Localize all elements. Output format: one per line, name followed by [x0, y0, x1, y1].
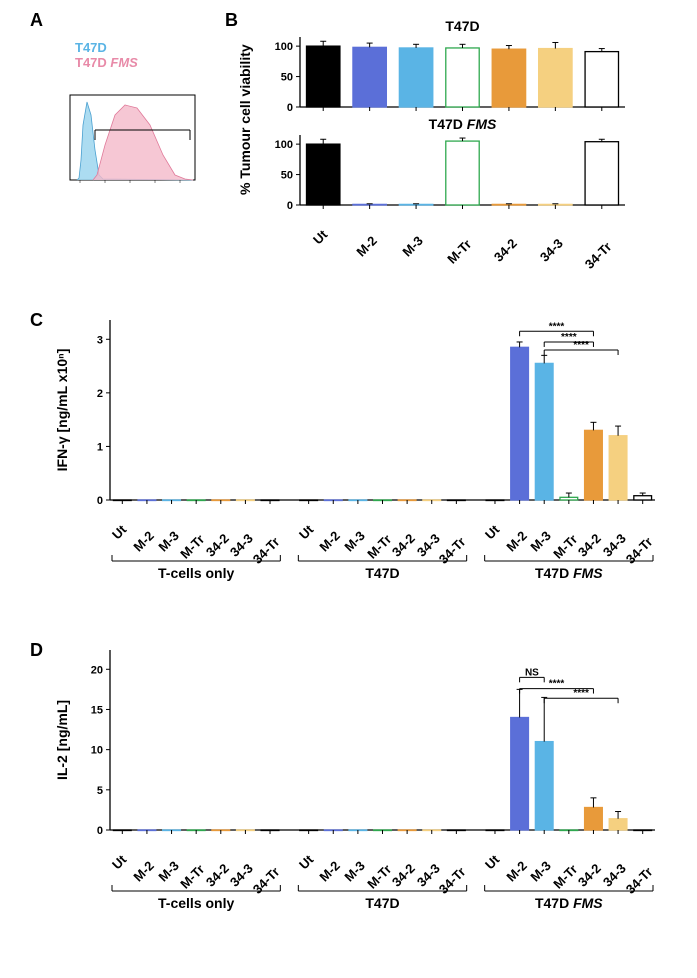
x-tick: 34-3: [556, 217, 585, 246]
legend-line1: T47D: [75, 40, 138, 55]
panel-a-histogram: [65, 90, 205, 195]
panel-d-label: D: [30, 640, 43, 661]
panel-d: 05101520IL-2 [ng/mL]NS********UtM-2M-3M-…: [55, 650, 675, 930]
x-tick: M-3: [415, 217, 441, 243]
panel-b-label: B: [225, 10, 238, 31]
panel-c-label: C: [30, 310, 43, 331]
svg-text:100: 100: [275, 41, 293, 53]
x-tick: M-Tr: [463, 217, 493, 247]
svg-text:0: 0: [287, 200, 293, 212]
group-label: T47D FMS: [483, 565, 655, 581]
panel-c: 0123IFN-γ [ng/mL x10ⁿ]************UtM-2M…: [55, 320, 675, 600]
x-tick: M-2: [369, 217, 395, 243]
svg-text:50: 50: [281, 170, 293, 182]
x-tick: 34-Tr: [604, 217, 637, 250]
panel-a-legend: T47D T47D FMS: [75, 40, 138, 70]
svg-text:T47D: T47D: [445, 18, 479, 34]
legend-line2: T47D FMS: [75, 55, 138, 70]
svg-text:100: 100: [275, 139, 293, 151]
x-tick: 34-2: [509, 217, 538, 246]
group-label: T47D FMS: [483, 895, 655, 911]
panel-a-label: A: [30, 10, 43, 31]
svg-text:0: 0: [287, 102, 293, 114]
svg-text:50: 50: [281, 72, 293, 84]
x-tick: Ut: [320, 217, 340, 237]
svg-text:T47D FMS: T47D FMS: [429, 116, 497, 132]
